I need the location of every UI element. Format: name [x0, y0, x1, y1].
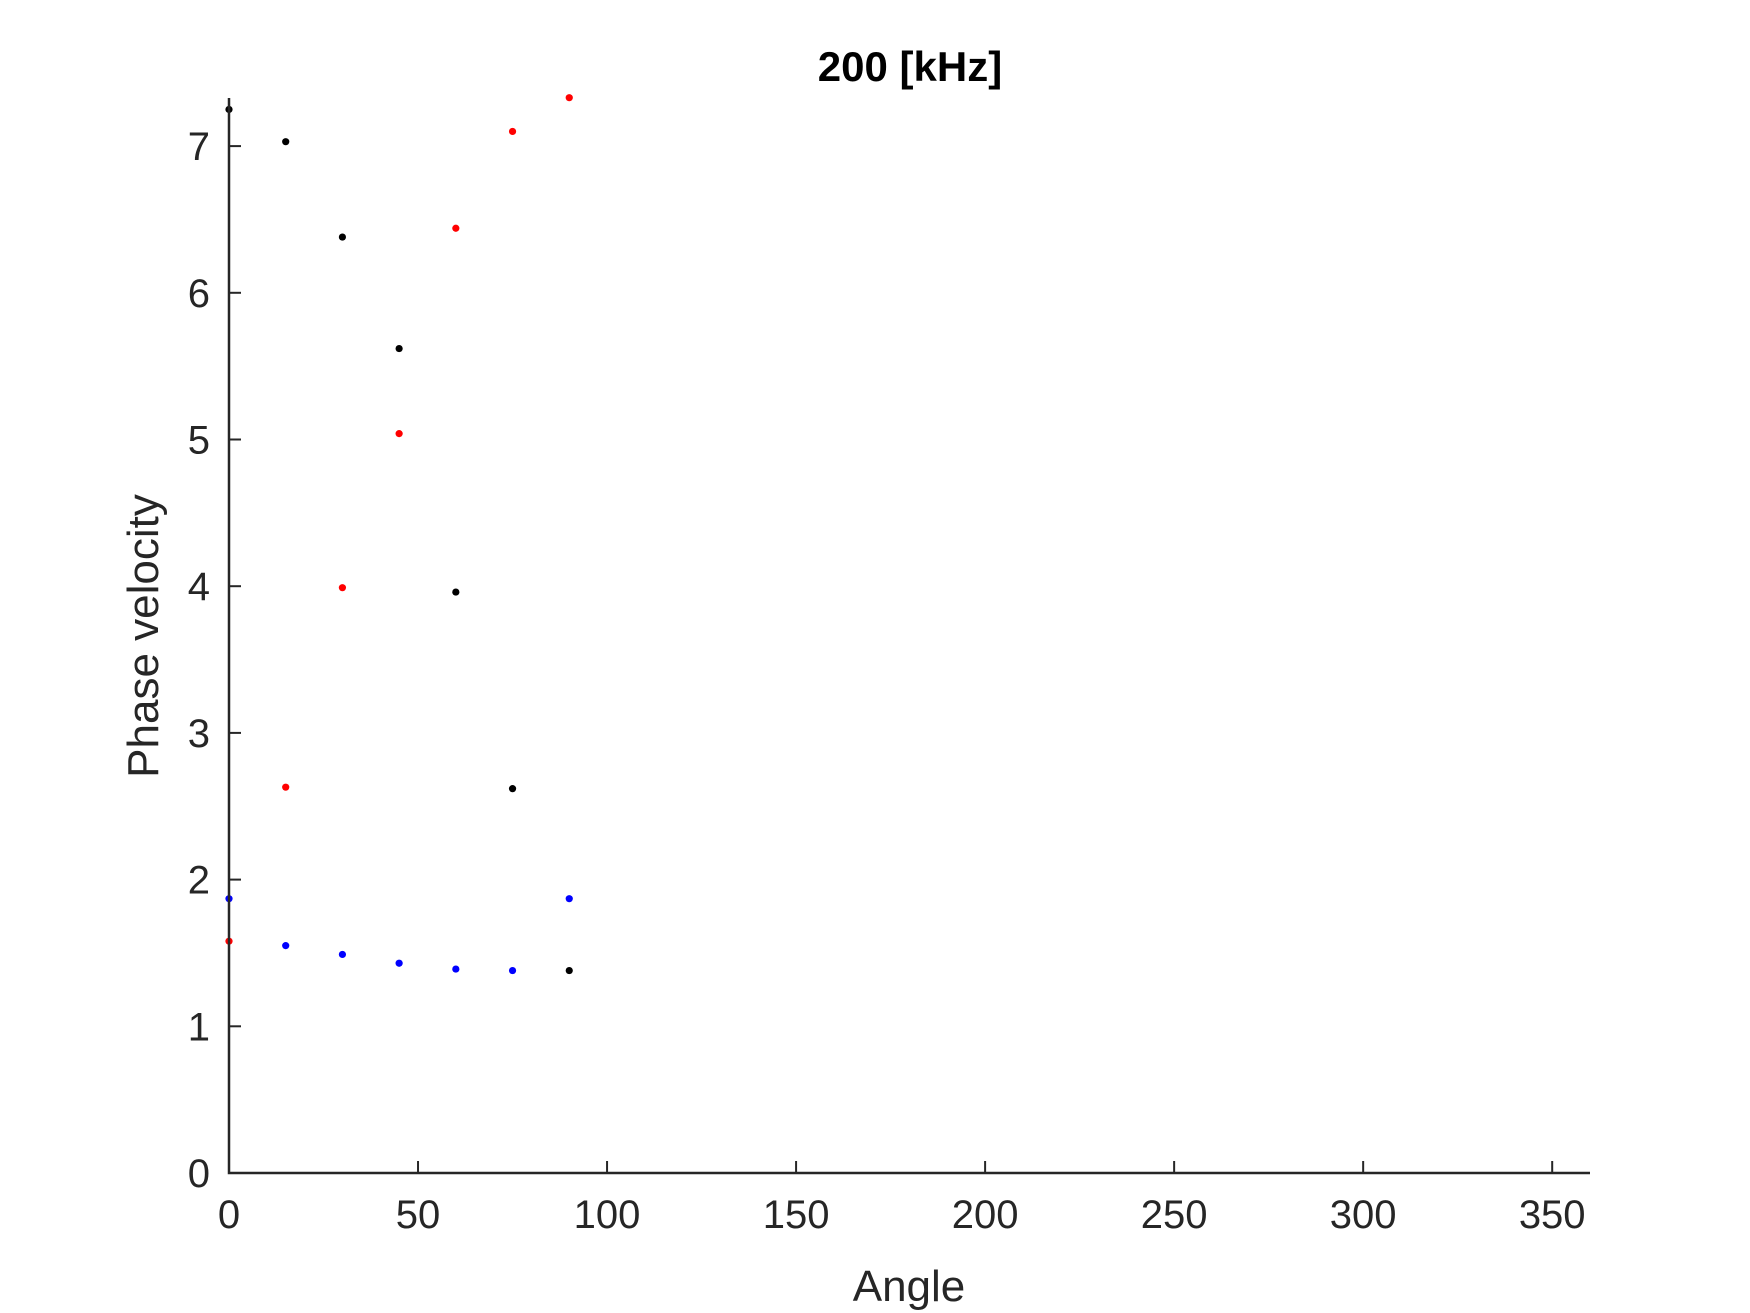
y-tick-label: 4 [188, 565, 210, 609]
x-tick-label: 350 [1519, 1193, 1586, 1237]
x-axis-label: Angle [853, 1262, 966, 1311]
data-point [508, 127, 517, 136]
y-tick-label: 0 [188, 1152, 210, 1196]
data-point [338, 584, 347, 592]
x-tick-label: 100 [574, 1193, 641, 1237]
y-axis-ticks: 0 1 2 3 4 5 6 7 [188, 125, 241, 1196]
axes-frame [227, 98, 1590, 1175]
x-tick-label: 0 [218, 1193, 240, 1237]
data-point [565, 966, 573, 975]
y-tick-label: 1 [188, 1005, 210, 1049]
x-tick-label: 250 [1141, 1193, 1208, 1237]
data-point [338, 233, 347, 241]
data-point [282, 783, 290, 791]
data-point [452, 588, 460, 596]
y-tick-label: 7 [188, 125, 210, 169]
data-point [338, 950, 347, 959]
data-point [452, 224, 460, 232]
x-axis-ticks: 0 50 100 150 200 250 300 350 [218, 1161, 1586, 1237]
data-point [395, 430, 403, 438]
y-tick-label: 6 [188, 272, 210, 316]
x-tick-label: 300 [1330, 1193, 1397, 1237]
data-point [395, 959, 403, 967]
y-axis-label: Phase velocity [119, 494, 168, 778]
data-point [508, 966, 517, 975]
data-point [508, 785, 517, 793]
chart-title: 200 [kHz] [818, 43, 1002, 90]
data-point [452, 965, 460, 973]
y-tick-label: 2 [188, 859, 210, 903]
y-tick-label: 5 [188, 419, 210, 463]
data-point [395, 344, 403, 353]
data-points [225, 94, 573, 975]
data-point [565, 895, 573, 903]
data-point [282, 138, 290, 146]
data-point [565, 94, 573, 102]
x-tick-label: 50 [396, 1193, 441, 1237]
data-point [282, 942, 290, 950]
y-tick-label: 3 [188, 712, 210, 756]
x-tick-label: 150 [763, 1193, 830, 1237]
x-tick-label: 200 [952, 1193, 1019, 1237]
